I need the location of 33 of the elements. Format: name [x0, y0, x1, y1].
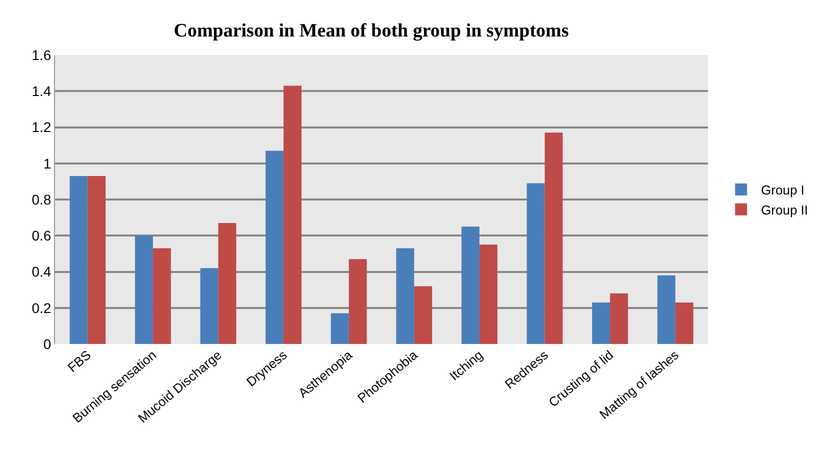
legend-label: Group I	[761, 182, 804, 198]
bar	[70, 176, 88, 344]
chart-title: Comparison in Mean of both group in symptoms	[174, 20, 569, 42]
y-tick-label: 1.4	[32, 83, 52, 100]
bar	[544, 132, 563, 344]
bar	[675, 302, 694, 344]
bar	[200, 268, 218, 344]
y-tick-label: 0.8	[32, 191, 52, 208]
bar	[461, 226, 480, 344]
bar	[610, 293, 628, 344]
y-tick-label: 0.4	[32, 264, 52, 280]
bar	[348, 259, 367, 344]
bar	[330, 313, 349, 344]
y-tick-label: 1	[43, 155, 52, 172]
y-tick-label: 0.6	[32, 228, 52, 244]
bar	[88, 176, 106, 344]
bar	[134, 236, 153, 344]
bar	[526, 183, 545, 344]
x-tick-label: FBS	[64, 347, 94, 376]
y-tick-label: 1.2	[32, 119, 52, 136]
bar	[414, 286, 432, 344]
bar	[218, 222, 236, 344]
bar	[266, 150, 284, 344]
bar	[657, 275, 676, 344]
bar	[284, 86, 302, 344]
y-tick-label: 0.2	[32, 300, 52, 316]
y-tick-label: 1.6	[32, 46, 52, 63]
legend-label: Group II	[761, 202, 808, 218]
bar	[479, 244, 498, 344]
bar	[592, 302, 610, 344]
y-tick-label: 0	[43, 336, 52, 352]
bar	[152, 248, 171, 344]
bar	[396, 248, 414, 344]
